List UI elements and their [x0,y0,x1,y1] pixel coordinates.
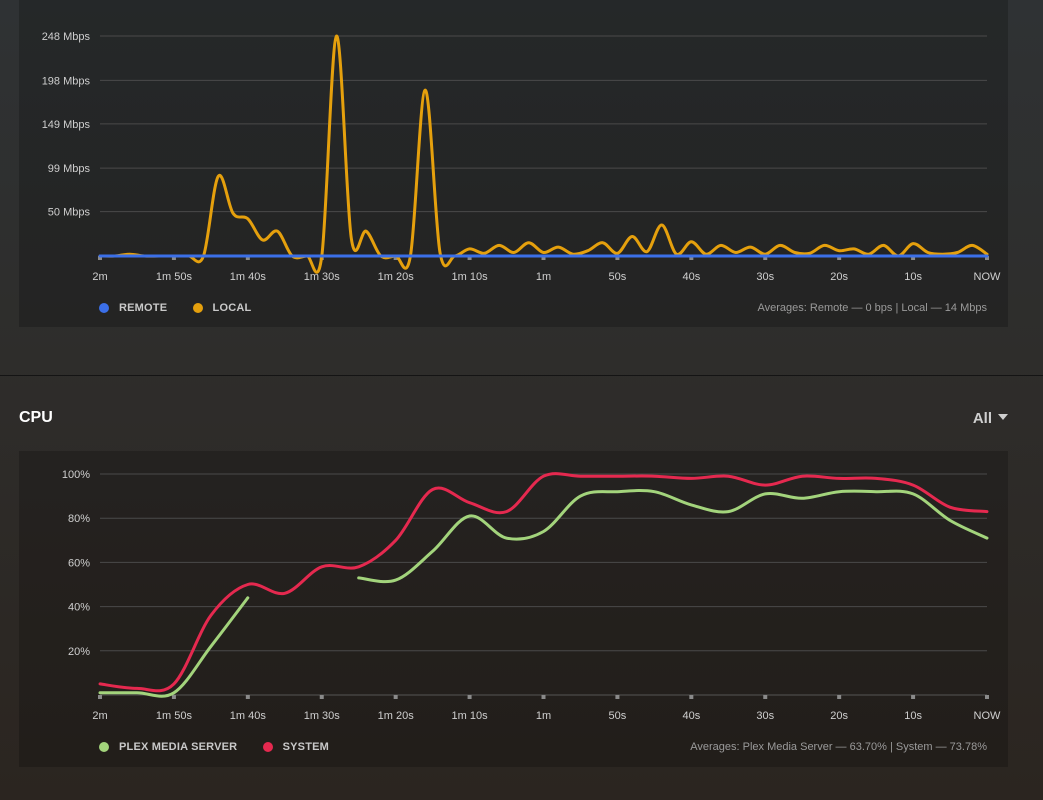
x-tick-mark [98,695,102,699]
x-tick-label: 1m 50s [156,710,193,722]
cpu-panel: 20% 40% 60% 80% 100% 2m 1m 50s 1m 40s 1m 30s 1m 2… [19,451,1008,767]
y-tick-label: 60% [68,557,90,569]
x-tick-label: 2m [92,271,107,283]
y-tick-label: 99 Mbps [48,163,91,175]
x-tick-label: 1m 40s [230,271,267,283]
x-tick-label: 20s [830,271,848,283]
x-tick-mark [393,695,398,699]
x-tick-mark [467,256,472,260]
legend-item-local[interactable]: LOCAL [192,302,252,314]
x-tick-mark [763,256,768,260]
x-tick-mark [245,695,250,699]
x-tick-mark [689,695,694,699]
series-line-local [98,34,989,274]
caret-down-icon [998,414,1008,420]
x-tick-label: 10s [904,271,922,283]
x-tick-mark [985,256,989,260]
x-tick-label: NOW [974,710,1002,722]
x-tick-label: NOW [974,271,1002,283]
x-tick-mark [541,695,546,699]
x-tick-label: 40s [682,271,700,283]
x-tick-mark [171,256,176,260]
series-line-plex-media-server [357,489,989,584]
x-tick-mark [541,256,546,260]
y-tick-label: 50 Mbps [48,207,91,219]
bandwidth-averages: Averages: Remote — 0 bps | Local — 14 Mb… [757,302,988,314]
x-tick-mark [467,695,472,699]
remote-dot-icon [99,303,109,313]
legend-label-plex: PLEX MEDIA SERVER [119,741,238,753]
x-tick-mark [615,256,620,260]
x-tick-label: 1m 30s [304,271,341,283]
y-tick-label: 20% [68,646,90,658]
x-tick-mark [393,256,398,260]
x-tick-mark [98,256,102,260]
cpu-filter-dropdown[interactable]: All [973,410,1008,427]
x-tick-mark [689,256,694,260]
x-tick-label: 1m 50s [156,271,193,283]
bandwidth-legend: REMOTE LOCAL [99,302,273,316]
x-tick-label: 50s [609,271,627,283]
x-tick-mark [245,256,250,260]
x-tick-label: 40s [682,710,700,722]
x-tick-label: 1m [536,271,551,283]
legend-label-local: LOCAL [212,302,252,314]
x-tick-label: 1m 20s [378,271,415,283]
cpu-chart: 20% 40% 60% 80% 100% 2m 1m 50s 1m 40s 1m 30s 1m 2… [62,469,1002,722]
cpu-title: CPU [19,409,53,426]
x-tick-mark [615,695,620,699]
x-tick-label: 1m 20s [378,710,415,722]
series-line-plex-media-server [98,596,250,698]
y-tick-label: 198 Mbps [42,75,91,87]
x-tick-mark [911,256,916,260]
bandwidth-chart: 50 Mbps 99 Mbps 149 Mbps 198 Mbps 248 Mbps 2m… [42,31,1002,283]
x-tick-label: 1m 40s [230,710,267,722]
local-dot-icon [192,303,203,313]
system-dot-icon [262,742,273,752]
x-tick-mark [837,695,842,699]
x-tick-label: 30s [756,271,774,283]
section-divider [0,375,1043,376]
x-tick-label: 1m 30s [304,710,341,722]
x-tick-label: 20s [830,710,848,722]
y-tick-label: 149 Mbps [42,119,91,131]
cpu-averages: Averages: Plex Media Server — 63.70% | S… [690,741,987,753]
x-tick-label: 1m [536,710,551,722]
plex-dot-icon [99,742,109,752]
x-tick-label: 10s [904,710,922,722]
series-line-system [98,472,989,693]
legend-item-system[interactable]: SYSTEM [262,741,330,753]
x-tick-label: 50s [609,710,627,722]
x-tick-label: 1m 10s [452,710,489,722]
y-tick-label: 80% [68,513,90,525]
y-tick-label: 248 Mbps [42,31,91,43]
cpu-filter-label: All [972,410,992,427]
legend-item-plex[interactable]: PLEX MEDIA SERVER [99,741,237,753]
x-tick-mark [911,695,916,699]
y-tick-label: 100% [62,469,90,481]
x-tick-mark [985,695,989,699]
x-tick-label: 1m 10s [452,271,489,283]
y-tick-label: 40% [68,602,90,614]
x-tick-mark [319,695,324,699]
legend-label-remote: REMOTE [119,302,168,314]
x-tick-mark [837,256,842,260]
x-tick-mark [763,695,768,699]
cpu-legend: PLEX MEDIA SERVER SYSTEM [99,741,351,755]
x-tick-label: 30s [756,710,774,722]
bandwidth-panel: 50 Mbps 99 Mbps 149 Mbps 198 Mbps 248 Mbps 2m… [19,0,1008,327]
legend-item-remote[interactable]: REMOTE [99,302,167,314]
legend-label-system: SYSTEM [282,741,330,753]
x-tick-label: 2m [92,710,107,722]
x-tick-mark [171,695,176,699]
